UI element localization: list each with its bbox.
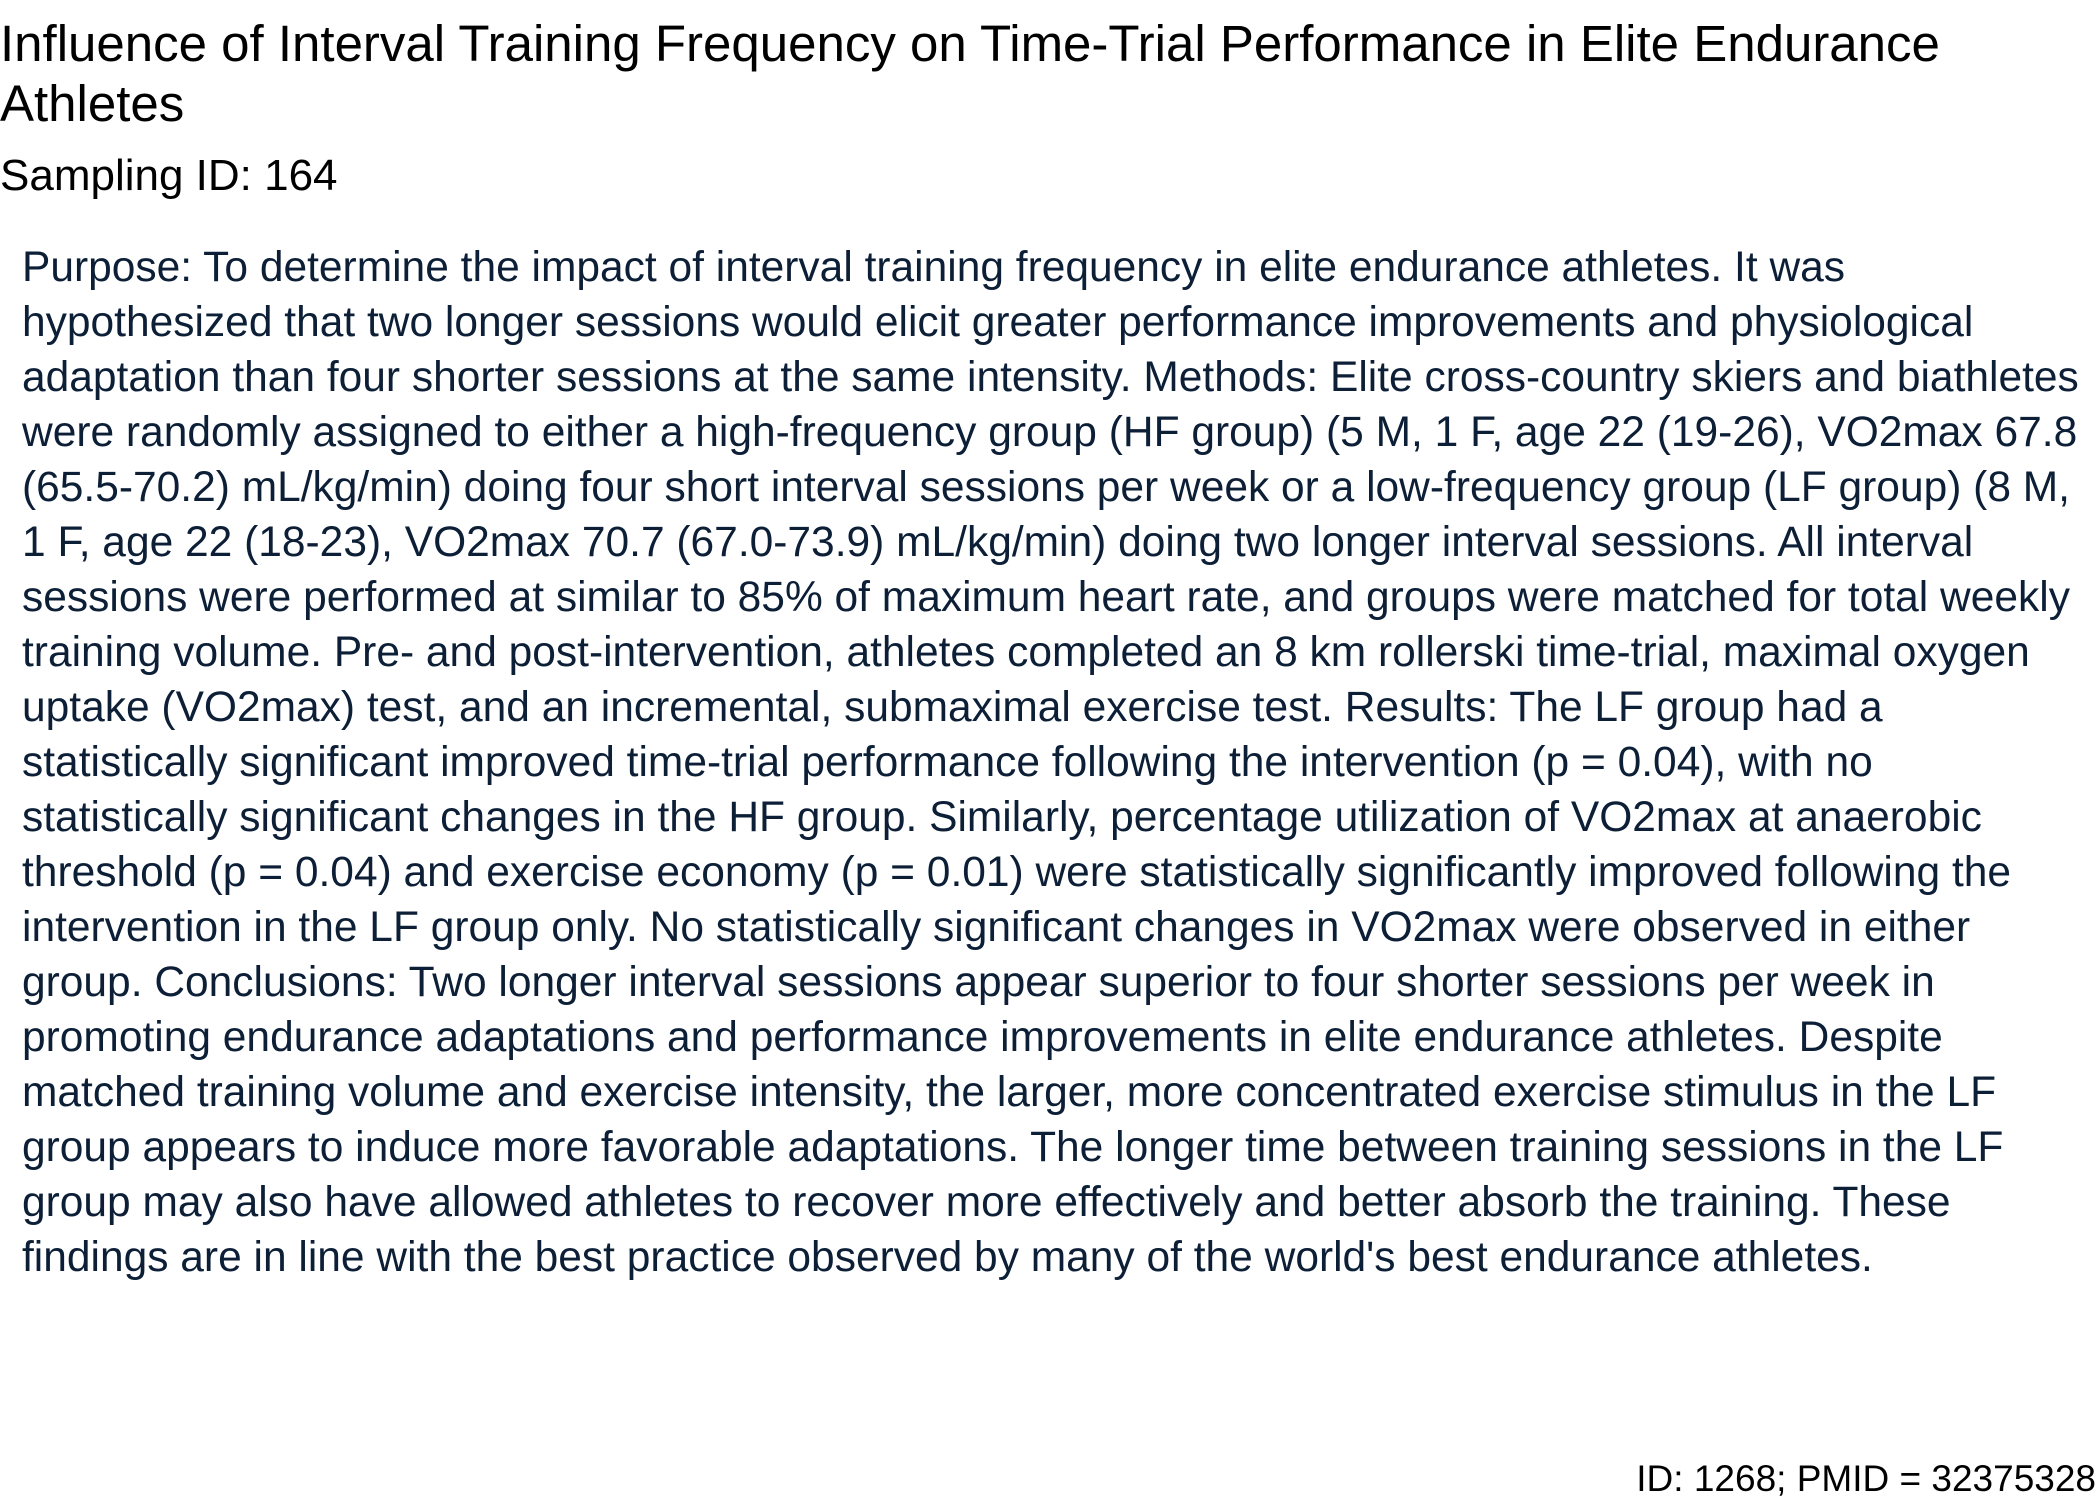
document-title: Influence of Interval Training Frequency… bbox=[0, 15, 1940, 132]
record-id-footer: ID: 1268; PMID = 32375328 bbox=[1636, 1458, 2096, 1499]
abstract-text: Purpose: To determine the impact of inte… bbox=[22, 244, 2079, 1281]
sampling-id: Sampling ID: 164 bbox=[0, 151, 338, 200]
